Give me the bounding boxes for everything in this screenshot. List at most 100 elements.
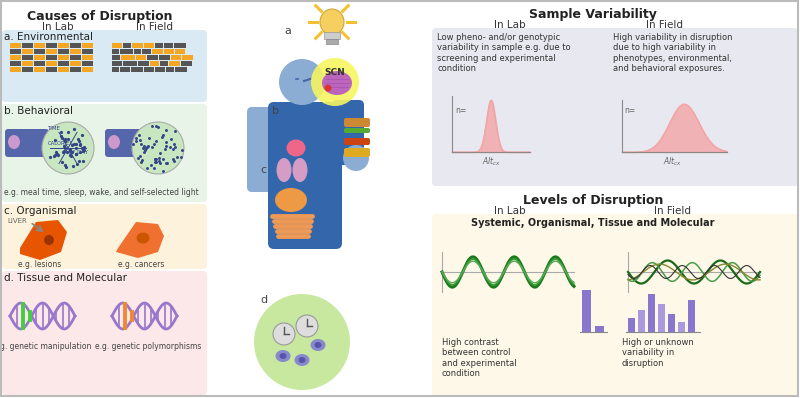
Bar	[70, 49, 81, 54]
Bar	[34, 43, 45, 48]
Ellipse shape	[286, 140, 306, 156]
Text: In Lab: In Lab	[494, 206, 526, 216]
Bar	[678, 322, 685, 332]
Text: In Lab: In Lab	[494, 20, 526, 30]
Text: OF DAY: OF DAY	[68, 150, 88, 155]
Ellipse shape	[108, 135, 120, 149]
Circle shape	[325, 84, 331, 92]
Bar	[22, 55, 33, 60]
Bar	[164, 43, 173, 48]
Bar	[159, 55, 170, 60]
Text: $\mathit{Alt}_{cx}$: $\mathit{Alt}_{cx}$	[662, 156, 682, 168]
Ellipse shape	[275, 188, 307, 212]
Circle shape	[132, 122, 184, 174]
Bar	[58, 61, 69, 66]
Ellipse shape	[314, 342, 322, 348]
Bar	[174, 43, 186, 48]
Bar	[668, 314, 675, 332]
Text: In Field: In Field	[646, 20, 683, 30]
Bar	[34, 67, 45, 72]
Bar	[638, 310, 645, 332]
Bar	[144, 43, 154, 48]
Bar	[324, 32, 340, 39]
Bar	[120, 49, 134, 54]
Bar	[112, 43, 122, 48]
Text: e.g. meal time, sleep, wake, and self-selected light: e.g. meal time, sleep, wake, and self-se…	[4, 188, 198, 197]
Bar	[326, 39, 338, 44]
Bar	[147, 55, 158, 60]
Text: d: d	[260, 295, 267, 305]
Circle shape	[44, 235, 54, 245]
FancyBboxPatch shape	[5, 129, 49, 157]
Bar	[70, 61, 81, 66]
Bar	[142, 49, 150, 54]
FancyBboxPatch shape	[432, 28, 798, 186]
Text: CALORIES: CALORIES	[48, 141, 74, 146]
FancyBboxPatch shape	[2, 104, 207, 202]
Circle shape	[343, 145, 369, 171]
Circle shape	[279, 59, 325, 105]
FancyBboxPatch shape	[344, 148, 370, 157]
Text: High contrast
between control
and experimental
condition: High contrast between control and experi…	[442, 338, 517, 378]
Bar	[34, 55, 45, 60]
Bar	[122, 43, 131, 48]
Bar	[22, 43, 33, 48]
Bar	[82, 61, 93, 66]
Bar	[112, 67, 119, 72]
Bar	[112, 49, 119, 54]
Bar	[10, 43, 21, 48]
Text: TIME: TIME	[46, 126, 59, 131]
Polygon shape	[116, 222, 164, 258]
Bar	[166, 67, 174, 72]
Bar	[648, 294, 655, 332]
Bar	[160, 61, 169, 66]
Bar	[22, 61, 33, 66]
FancyBboxPatch shape	[344, 118, 370, 127]
Bar	[10, 61, 21, 66]
Text: n=: n=	[455, 106, 466, 115]
Bar	[136, 55, 146, 60]
FancyBboxPatch shape	[247, 107, 279, 192]
Text: e.g. genetic manipulation: e.g. genetic manipulation	[0, 342, 91, 351]
Bar	[121, 55, 134, 60]
Bar	[182, 55, 194, 60]
FancyBboxPatch shape	[105, 129, 149, 157]
Text: In Lab: In Lab	[42, 22, 74, 32]
Text: n=: n=	[624, 106, 635, 115]
Bar	[175, 49, 186, 54]
Circle shape	[296, 315, 318, 337]
Text: SCN: SCN	[325, 68, 346, 77]
Bar	[10, 67, 21, 72]
Bar	[658, 304, 665, 332]
Text: High variability in disruption
due to high variability in
phenotypes, environmen: High variability in disruption due to hi…	[613, 33, 733, 73]
Ellipse shape	[322, 71, 352, 95]
Bar	[46, 43, 57, 48]
Bar	[58, 67, 69, 72]
Text: Levels of Disruption: Levels of Disruption	[523, 194, 663, 207]
Text: a: a	[284, 26, 291, 36]
Bar	[22, 49, 33, 54]
Circle shape	[273, 323, 295, 345]
Bar	[46, 55, 57, 60]
Bar	[58, 43, 69, 48]
Bar	[688, 300, 695, 332]
Bar	[46, 61, 57, 66]
Bar	[154, 67, 166, 72]
Text: e.g. genetic polymorphisms: e.g. genetic polymorphisms	[95, 342, 201, 351]
Polygon shape	[20, 220, 67, 260]
Text: Systemic, Organismal, Tissue and Molecular: Systemic, Organismal, Tissue and Molecul…	[471, 218, 714, 228]
Bar	[58, 55, 69, 60]
FancyBboxPatch shape	[2, 271, 207, 395]
Bar	[112, 61, 122, 66]
Text: d. Tissue and Molecular: d. Tissue and Molecular	[4, 273, 127, 283]
Bar	[134, 49, 142, 54]
FancyBboxPatch shape	[344, 128, 370, 133]
Text: c: c	[260, 165, 266, 175]
Bar	[155, 43, 162, 48]
Bar	[123, 61, 137, 66]
FancyBboxPatch shape	[2, 204, 207, 269]
FancyBboxPatch shape	[2, 30, 207, 102]
Ellipse shape	[137, 232, 150, 244]
Bar	[34, 49, 45, 54]
Text: a. Environmental: a. Environmental	[4, 32, 93, 42]
